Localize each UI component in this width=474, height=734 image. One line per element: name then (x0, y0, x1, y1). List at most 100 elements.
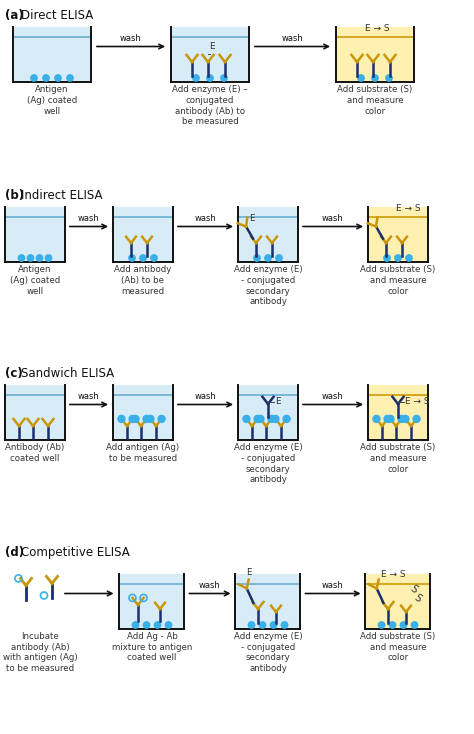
Circle shape (389, 622, 396, 628)
Text: Add substrate (S)
and measure
color: Add substrate (S) and measure color (337, 85, 413, 115)
Text: (a): (a) (5, 9, 24, 22)
Text: Add substrate (S)
and measure
color: Add substrate (S) and measure color (360, 265, 436, 296)
Circle shape (413, 415, 420, 422)
Circle shape (27, 255, 34, 261)
Polygon shape (238, 207, 298, 262)
Circle shape (384, 415, 391, 422)
Circle shape (276, 255, 282, 261)
Circle shape (67, 75, 73, 81)
Text: E: E (209, 42, 215, 51)
Text: Add Ag - Ab
mixture to antigen
coated well: Add Ag - Ab mixture to antigen coated we… (112, 632, 192, 663)
Text: Antigen
(Ag) coated
well: Antigen (Ag) coated well (10, 265, 60, 296)
Circle shape (372, 75, 378, 81)
Circle shape (378, 622, 385, 628)
Circle shape (272, 415, 279, 422)
Circle shape (207, 75, 213, 81)
Circle shape (243, 415, 250, 422)
Circle shape (155, 622, 161, 628)
Circle shape (132, 415, 139, 422)
Text: E: E (275, 397, 281, 407)
Text: Add enzyme (E)
- conjugated
secondary
antibody: Add enzyme (E) - conjugated secondary an… (234, 265, 302, 306)
Text: Indirect ELISA: Indirect ELISA (21, 189, 102, 202)
Polygon shape (5, 385, 65, 440)
Circle shape (257, 415, 264, 422)
Text: Direct ELISA: Direct ELISA (21, 9, 93, 22)
Text: Add enzyme (E)
- conjugated
secondary
antibody: Add enzyme (E) - conjugated secondary an… (234, 632, 302, 673)
Polygon shape (113, 207, 173, 262)
Circle shape (401, 622, 407, 628)
Circle shape (395, 255, 401, 261)
Text: (d): (d) (5, 546, 24, 559)
Circle shape (265, 255, 271, 261)
Circle shape (129, 415, 136, 422)
Circle shape (158, 415, 165, 422)
Circle shape (129, 255, 135, 261)
Polygon shape (119, 574, 184, 629)
Circle shape (281, 622, 288, 628)
Circle shape (55, 75, 61, 81)
Text: Add enzyme (E) –
conjugated
antibody (Ab) to
be measured: Add enzyme (E) – conjugated antibody (Ab… (172, 85, 248, 126)
Circle shape (36, 255, 43, 261)
Text: wash: wash (322, 392, 344, 401)
Polygon shape (368, 385, 428, 440)
Text: Antibody (Ab)
coated well: Antibody (Ab) coated well (5, 443, 64, 462)
Circle shape (193, 75, 199, 81)
Circle shape (411, 622, 418, 628)
Text: wash: wash (199, 581, 221, 590)
Text: Competitive ELISA: Competitive ELISA (21, 546, 130, 559)
Circle shape (151, 255, 157, 261)
Text: E: E (246, 567, 252, 577)
Text: S: S (413, 592, 423, 604)
Text: wash: wash (322, 214, 344, 223)
Text: wash: wash (195, 214, 216, 223)
Circle shape (143, 622, 150, 628)
Text: Add substrate (S)
and measure
color: Add substrate (S) and measure color (360, 443, 436, 473)
Text: Sandwich ELISA: Sandwich ELISA (21, 367, 114, 380)
Circle shape (270, 622, 277, 628)
Circle shape (402, 415, 409, 422)
Circle shape (18, 255, 25, 261)
Circle shape (43, 75, 49, 81)
Circle shape (268, 415, 275, 422)
Circle shape (254, 415, 261, 422)
Text: Add antigen (Ag)
to be measured: Add antigen (Ag) to be measured (107, 443, 180, 462)
Polygon shape (368, 207, 428, 262)
Circle shape (132, 622, 139, 628)
Text: E → S: E → S (381, 570, 405, 579)
Polygon shape (13, 27, 91, 82)
Text: wash: wash (282, 34, 303, 43)
Circle shape (386, 75, 392, 81)
Text: Antigen
(Ag) coated
well: Antigen (Ag) coated well (27, 85, 77, 115)
Polygon shape (113, 385, 173, 440)
Circle shape (143, 415, 150, 422)
Text: Incubate
antibody (Ab)
with antigen (Ag)
to be measured: Incubate antibody (Ab) with antigen (Ag)… (3, 632, 77, 673)
Text: wash: wash (78, 214, 100, 223)
Circle shape (221, 75, 227, 81)
Polygon shape (365, 574, 430, 629)
Text: E: E (249, 214, 255, 222)
Text: (c): (c) (5, 367, 23, 380)
Circle shape (118, 415, 125, 422)
Text: wash: wash (78, 392, 100, 401)
Text: E → S: E → S (365, 24, 389, 33)
Circle shape (387, 415, 394, 422)
Polygon shape (5, 207, 65, 262)
Text: wash: wash (195, 392, 216, 401)
Text: Add substrate (S)
and measure
color: Add substrate (S) and measure color (360, 632, 436, 663)
Circle shape (147, 415, 154, 422)
Text: wash: wash (120, 34, 142, 43)
Circle shape (46, 255, 52, 261)
Text: (b): (b) (5, 189, 24, 202)
Circle shape (384, 255, 390, 261)
Circle shape (283, 415, 290, 422)
Circle shape (406, 255, 412, 261)
Polygon shape (336, 27, 414, 82)
Text: E → S: E → S (396, 204, 420, 213)
Text: E → S: E → S (405, 397, 429, 407)
Text: Add antibody
(Ab) to be
measured: Add antibody (Ab) to be measured (114, 265, 172, 296)
Circle shape (358, 75, 364, 81)
Circle shape (165, 622, 172, 628)
Text: Add enzyme (E)
- conjugated
secondary
antibody: Add enzyme (E) - conjugated secondary an… (234, 443, 302, 484)
Circle shape (259, 622, 266, 628)
Circle shape (254, 255, 260, 261)
